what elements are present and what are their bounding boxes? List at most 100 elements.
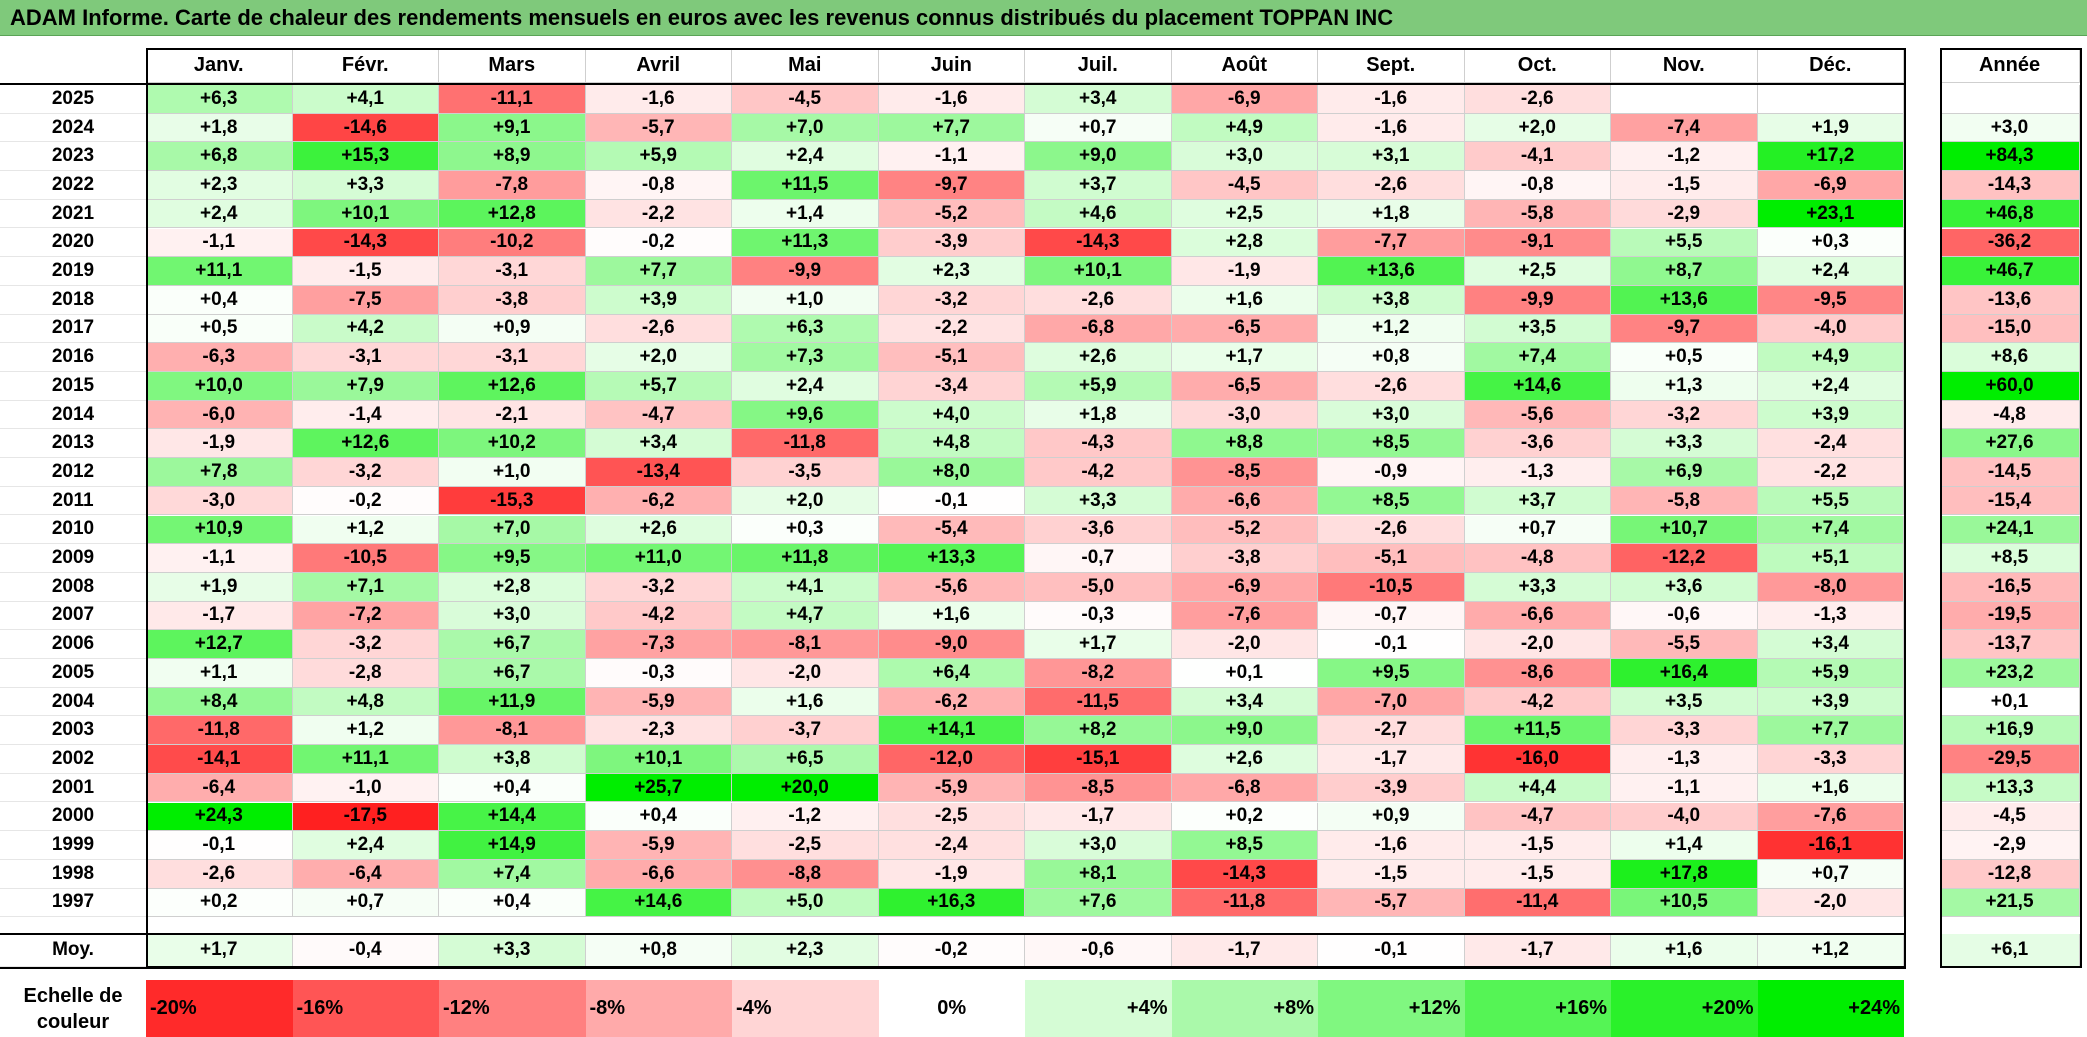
color-scale-swatch: +16% xyxy=(1464,980,1611,1037)
heatmap-cell: +1,6 xyxy=(732,687,879,717)
heatmap-cell: -16,0 xyxy=(1464,745,1611,774)
heatmap-cell: +6,5 xyxy=(732,745,879,774)
heatmap-cell: -5,2 xyxy=(1171,515,1318,545)
heatmap-cell: -1,5 xyxy=(1464,859,1611,889)
heatmap-cell: +7,4 xyxy=(1464,343,1611,372)
annual-cell: -16,5 xyxy=(1940,572,2080,602)
color-scale-swatch: +20% xyxy=(1611,980,1758,1037)
heatmap-cell: +1,6 xyxy=(878,601,1025,631)
heatmap-cell: +2,4 xyxy=(732,142,879,172)
heatmap-cell: -8,0 xyxy=(1757,572,1904,602)
heatmap-cell: -4,7 xyxy=(1464,802,1611,832)
color-scale-label: Echelle de couleur xyxy=(23,984,123,1033)
heatmap-cell: -5,9 xyxy=(585,831,732,860)
heatmap-cell: +11,1 xyxy=(292,745,439,774)
heatmap-cell: +11,5 xyxy=(1464,716,1611,746)
heatmap-cell: -8,1 xyxy=(439,716,586,746)
heatmap-cell: -4,8 xyxy=(1464,544,1611,573)
column-header: Févr. xyxy=(292,49,439,83)
heatmap-cell: -5,1 xyxy=(878,343,1025,372)
color-scale-swatch: -20% xyxy=(146,980,293,1037)
heatmap-cell: +8,1 xyxy=(1025,859,1172,889)
heatmap-cell: -5,0 xyxy=(1025,572,1172,602)
heatmap-cell: +2,0 xyxy=(732,486,879,516)
heatmap-cell: -2,1 xyxy=(439,400,586,430)
heatmap-cell: +8,8 xyxy=(1171,429,1318,459)
heatmap-cell: +0,7 xyxy=(292,888,439,918)
heatmap-cell: -7,4 xyxy=(1611,113,1758,143)
heatmap-cell: +4,2 xyxy=(292,314,439,344)
heatmap-cell: +7,8 xyxy=(146,458,293,487)
heatmap-cell: +3,7 xyxy=(1464,486,1611,516)
heatmap-cell: -3,2 xyxy=(292,458,439,487)
row-year-label: 2025 xyxy=(0,85,146,114)
heatmap-cell: +14,1 xyxy=(878,716,1025,746)
heatmap-cell: +0,2 xyxy=(1171,802,1318,832)
heatmap-cell: +2,4 xyxy=(732,372,879,401)
heatmap-cell: -2,9 xyxy=(1611,199,1758,229)
heatmap-cell: +7,0 xyxy=(732,113,879,143)
heatmap-cell: -8,2 xyxy=(1025,659,1172,688)
heatmap-cell: +14,6 xyxy=(1464,372,1611,401)
heatmap-cell: +9,1 xyxy=(439,113,586,143)
heatmap-cell: +17,8 xyxy=(1611,859,1758,889)
heatmap-cell: +1,6 xyxy=(1757,773,1904,803)
heatmap-cell: +0,4 xyxy=(585,802,732,832)
heatmap-cell: -1,2 xyxy=(732,802,879,832)
heatmap-cell: +4,1 xyxy=(292,85,439,114)
heatmap-cell: +4,0 xyxy=(878,400,1025,430)
row-year-label: 2015 xyxy=(0,372,146,401)
heatmap-cell: +3,8 xyxy=(1318,285,1465,315)
heatmap-cell: -1,2 xyxy=(1611,142,1758,172)
heatmap-cell: +12,8 xyxy=(439,199,586,229)
heatmap-cell: -12,0 xyxy=(878,745,1025,774)
heatmap-cell: -1,1 xyxy=(146,228,293,258)
heatmap-cell: -8,5 xyxy=(1025,773,1172,803)
heatmap-cell: +11,8 xyxy=(732,544,879,573)
heatmap-cell: +2,6 xyxy=(585,515,732,545)
annual-cell: +8,5 xyxy=(1940,544,2080,573)
heatmap-cell: +1,2 xyxy=(292,515,439,545)
annual-cell: -2,9 xyxy=(1940,831,2080,860)
heatmap-cell: +6,7 xyxy=(439,659,586,688)
heatmap-cell: -1,3 xyxy=(1464,458,1611,487)
heatmap-cell: -0,3 xyxy=(1025,601,1172,631)
annual-cell: +46,8 xyxy=(1940,199,2080,229)
column-header: Juin xyxy=(878,49,1025,83)
heatmap-cell: -1,6 xyxy=(1318,85,1465,114)
heatmap-cell: +7,7 xyxy=(585,257,732,286)
heatmap-cell: -2,3 xyxy=(585,716,732,746)
heatmap-cell: +10,1 xyxy=(292,199,439,229)
color-scale-swatch: +12% xyxy=(1318,980,1465,1037)
heatmap-cell: +9,5 xyxy=(1318,659,1465,688)
column-header: Déc. xyxy=(1757,49,1904,83)
heatmap-cell: +10,9 xyxy=(146,515,293,545)
heatmap-cell: +2,5 xyxy=(1464,257,1611,286)
heatmap-cell: +7,1 xyxy=(292,572,439,602)
average-bottom-line xyxy=(0,967,1906,969)
heatmap-cell: +4,9 xyxy=(1171,113,1318,143)
heatmap-cell: -2,4 xyxy=(1757,429,1904,459)
heatmap-cell: -0,2 xyxy=(292,486,439,516)
heatmap-cell: -4,2 xyxy=(1464,687,1611,717)
color-scale-swatch: -16% xyxy=(292,980,439,1037)
heatmap-cell: +4,7 xyxy=(732,601,879,631)
heatmap-cell: -3,2 xyxy=(878,285,1025,315)
heatmap-cell: +0,5 xyxy=(1611,343,1758,372)
heatmap-cell: +3,0 xyxy=(1171,142,1318,172)
heatmap-cell: +10,5 xyxy=(1611,888,1758,918)
heatmap-cell: +14,9 xyxy=(439,831,586,860)
heatmap-cell: +20,0 xyxy=(732,773,879,803)
heatmap-cell: -15,1 xyxy=(1025,745,1172,774)
heatmap-cell: -5,6 xyxy=(1464,400,1611,430)
heatmap-cell: +1,7 xyxy=(1025,630,1172,659)
heatmap-cell: -6,6 xyxy=(1171,486,1318,516)
average-cell: +1,2 xyxy=(1757,934,1904,967)
heatmap-cell: +2,6 xyxy=(1025,343,1172,372)
average-label: Moy. xyxy=(0,934,146,967)
annual-cell: +3,0 xyxy=(1940,113,2080,143)
heatmap-cell: +6,9 xyxy=(1611,458,1758,487)
row-year-label: 2002 xyxy=(0,745,146,774)
color-scale-swatch: +4% xyxy=(1025,980,1172,1037)
annual-cell: +23,2 xyxy=(1940,659,2080,688)
